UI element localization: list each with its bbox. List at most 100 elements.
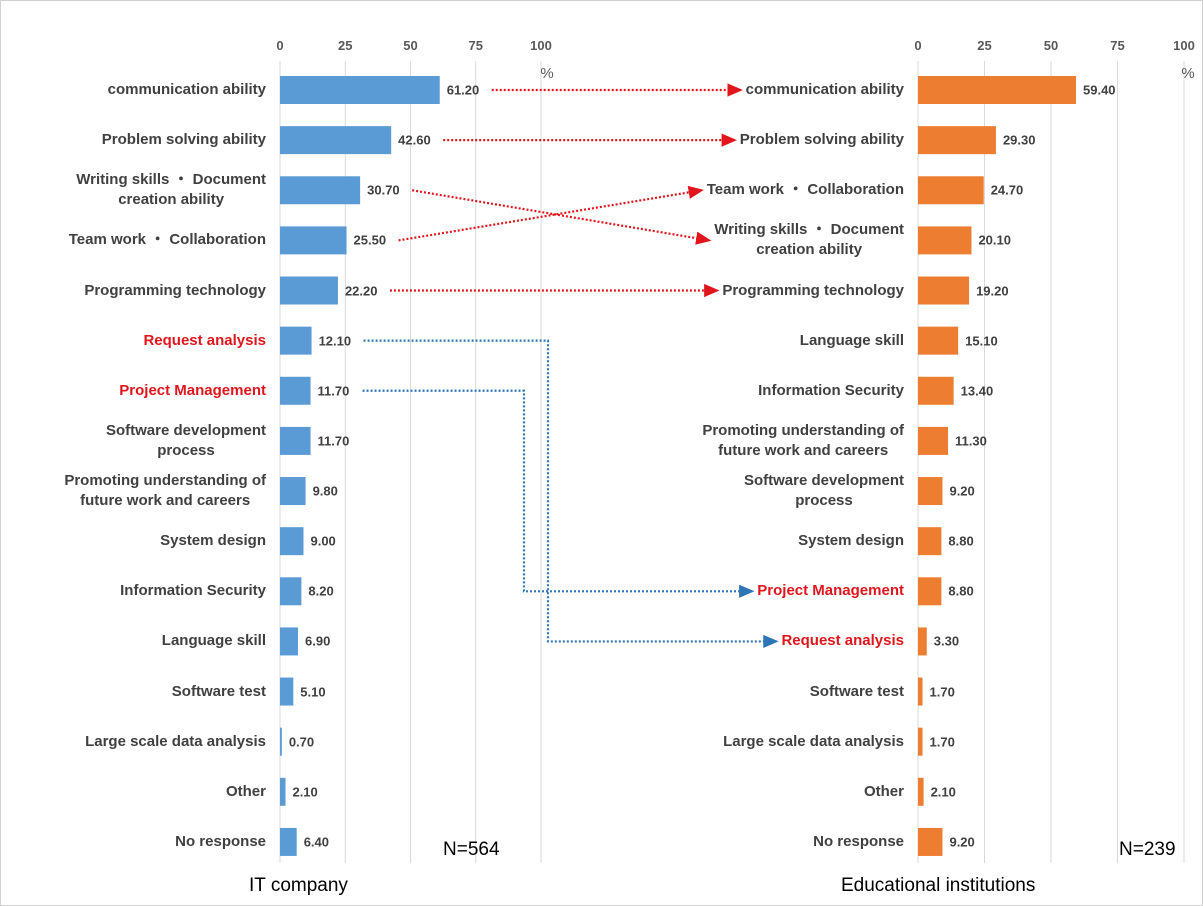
bar: [918, 176, 984, 205]
bar: [918, 76, 1077, 104]
value-label: 1.70: [929, 734, 955, 750]
x-tick-label: 25: [338, 38, 353, 53]
x-tick-label: 75: [1110, 38, 1125, 53]
category-label: Software test: [809, 682, 904, 700]
category-label: Programming technology: [722, 281, 904, 299]
bar: [280, 226, 347, 255]
value-label: 24.70: [990, 182, 1024, 198]
category-label: Problem solving ability: [739, 131, 904, 149]
bar: [918, 226, 972, 255]
bar: [280, 627, 299, 656]
category-label: Writing skills ・ Document creation abili…: [714, 221, 904, 259]
bar: [918, 577, 942, 606]
category-label: communication ability: [107, 81, 266, 98]
value-label: 6.90: [305, 633, 331, 649]
category-label: Project Management: [119, 381, 266, 399]
bar: [918, 727, 923, 756]
unit-label: %: [1181, 65, 1195, 82]
category-label: Team work ・ Collaboration: [706, 181, 904, 199]
bar: [918, 777, 924, 806]
category-label: communication ability: [745, 81, 904, 98]
value-label: 9.20: [949, 834, 975, 850]
bar: [280, 827, 297, 856]
value-label: 9.80: [312, 483, 338, 499]
note-label: N=564: [443, 839, 500, 860]
value-label: 11.70: [317, 383, 350, 399]
value-label: 11.30: [955, 433, 987, 449]
category-label: Software development process: [105, 421, 266, 459]
category-label: Language skill: [161, 632, 266, 650]
category-label: Language skill: [799, 331, 904, 349]
bar: [918, 126, 996, 155]
bar: [918, 376, 954, 405]
category-label: Request analysis: [143, 331, 266, 349]
bar: [280, 76, 440, 104]
chart-title: IT company: [249, 875, 348, 896]
value-label: 1.70: [929, 684, 955, 700]
value-label: 8.80: [948, 533, 974, 549]
note-label: N=239: [1119, 839, 1176, 860]
value-label: 29.30: [1002, 132, 1036, 148]
x-tick-label: 0: [914, 38, 922, 53]
bar: [280, 126, 392, 155]
value-label: 3.30: [933, 633, 960, 649]
value-label: 6.40: [303, 834, 330, 850]
bar: [918, 677, 923, 706]
category-label: Software development process: [743, 472, 904, 510]
unit-label: %: [540, 65, 554, 82]
bar: [280, 176, 361, 205]
value-label: 42.60: [398, 132, 431, 148]
value-label: 59.40: [1083, 82, 1116, 98]
category-label: Other: [225, 782, 266, 800]
bar: [280, 326, 312, 355]
value-label: 22.20: [344, 283, 378, 299]
category-label: System design: [160, 532, 266, 550]
category-label: Large scale data analysis: [85, 732, 266, 750]
bar: [918, 827, 943, 856]
bar: [280, 727, 282, 756]
x-tick-label: 25: [977, 38, 992, 53]
value-label: 2.10: [292, 784, 318, 800]
value-label: 5.10: [300, 684, 326, 700]
category-label: Large scale data analysis: [723, 732, 904, 750]
bar: [918, 477, 943, 506]
category-label: Software test: [171, 682, 266, 700]
category-label: Information Security: [758, 381, 904, 399]
bar: [280, 426, 311, 455]
bar: [280, 527, 304, 556]
bar: [280, 276, 338, 305]
x-tick-label: 0: [276, 38, 284, 53]
bar: [280, 777, 286, 806]
x-tick-label: 100: [1173, 38, 1195, 53]
connector-arrow: [398, 185, 704, 242]
value-label: 2.10: [930, 784, 956, 800]
bar: [280, 477, 306, 506]
category-label: Problem solving ability: [101, 131, 266, 149]
value-label: 12.10: [318, 333, 352, 349]
value-label: 9.00: [310, 533, 336, 549]
category-label: Request analysis: [781, 632, 904, 650]
value-label: 15.10: [965, 333, 998, 349]
value-label: 9.20: [949, 483, 975, 499]
category-label: Promoting understanding of future work a…: [702, 421, 904, 459]
chart-title: Educational institutions: [841, 875, 1036, 896]
value-label: 11.70: [317, 433, 350, 449]
category-label: No response: [175, 832, 266, 850]
connector-arrow: [362, 389, 755, 598]
connector-arrow: [411, 189, 712, 245]
bar: [280, 577, 302, 606]
value-label: 20.10: [978, 232, 1011, 248]
x-tick-label: 50: [1043, 38, 1059, 53]
bar: [918, 426, 949, 455]
bar: [918, 326, 959, 355]
value-label: 30.70: [367, 182, 400, 198]
connector-arrow: [363, 339, 779, 649]
value-label: 0.70: [288, 734, 315, 750]
x-tick-label: 50: [403, 38, 418, 53]
category-label: Writing skills ・ Document creation abili…: [76, 171, 266, 209]
category-label: Information Security: [120, 582, 266, 600]
category-label: No response: [813, 832, 904, 850]
bar: [918, 527, 942, 556]
